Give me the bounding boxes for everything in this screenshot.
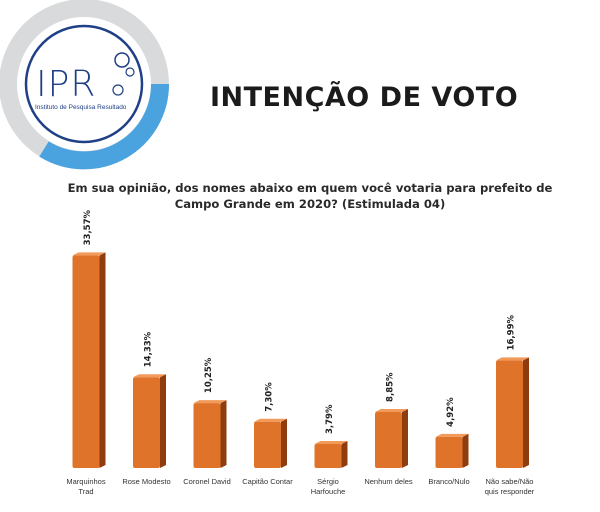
bar [314, 443, 342, 468]
bar-side [341, 440, 348, 468]
page-title: INTENÇÃO DE VOTO [210, 82, 519, 113]
logo-abbr: IPR [36, 64, 97, 105]
bar [72, 255, 100, 468]
bar [133, 377, 160, 468]
bar-side [160, 374, 166, 468]
bar-value-label: 10,25% [204, 357, 214, 393]
logo-full-name: Instituto de Pesquisa Resultado [35, 104, 127, 111]
bar-top [193, 400, 227, 404]
bar [193, 403, 221, 468]
bar-value-label: 3,79% [325, 404, 335, 434]
x-tick-label: Harfouche [311, 487, 346, 496]
bar [254, 421, 281, 468]
bar-top [254, 418, 287, 422]
bar-top [133, 374, 166, 378]
x-tick-label: Coronel David [183, 477, 231, 486]
x-tick-label: Branco/Nulo [428, 477, 469, 486]
bar-side [99, 252, 106, 468]
bar-top [72, 252, 106, 256]
ipr-logo: IPR Instituto de Pesquisa Resultado [0, 0, 170, 170]
x-tick-label: Nenhum deles [364, 477, 413, 486]
bar-value-label: 14,33% [144, 331, 154, 367]
x-tick-label: Marquinhos [66, 477, 105, 486]
chart-question-line-1: Em sua opinião, dos nomes abaixo em quem… [67, 181, 553, 195]
x-tick-label: quis responder [485, 487, 535, 496]
bar [435, 436, 463, 468]
bar-side [523, 357, 529, 468]
bar-value-label: 33,57% [83, 210, 93, 246]
bar-top [375, 408, 408, 412]
bar-value-label: 4,92% [446, 397, 456, 427]
chart-question: Em sua opinião, dos nomes abaixo em quem… [60, 180, 560, 212]
bar-side [402, 408, 408, 468]
bar-value-label: 8,85% [386, 372, 396, 402]
bar-top [314, 440, 348, 444]
bar-value-label: 16,99% [507, 315, 517, 351]
chart-question-line-2: Campo Grande em 2020? (Estimulada 04) [174, 197, 446, 211]
bar-top [496, 357, 529, 361]
x-tick-label: Sérgio [317, 477, 339, 486]
bar [496, 360, 523, 468]
logo-ring-icon [0, 0, 170, 170]
bar [375, 411, 402, 468]
bar-top [435, 433, 469, 437]
x-tick-label: Capitão Contar [242, 477, 293, 486]
bar-side [281, 418, 287, 468]
x-tick-label: Trad [78, 487, 93, 496]
x-tick-label: Rose Modesto [122, 477, 170, 486]
x-tick-label: Não sabe/Não [486, 477, 534, 486]
bar-value-label: 7,30% [265, 382, 275, 412]
bar-side [220, 400, 227, 468]
bar-side [462, 433, 469, 468]
